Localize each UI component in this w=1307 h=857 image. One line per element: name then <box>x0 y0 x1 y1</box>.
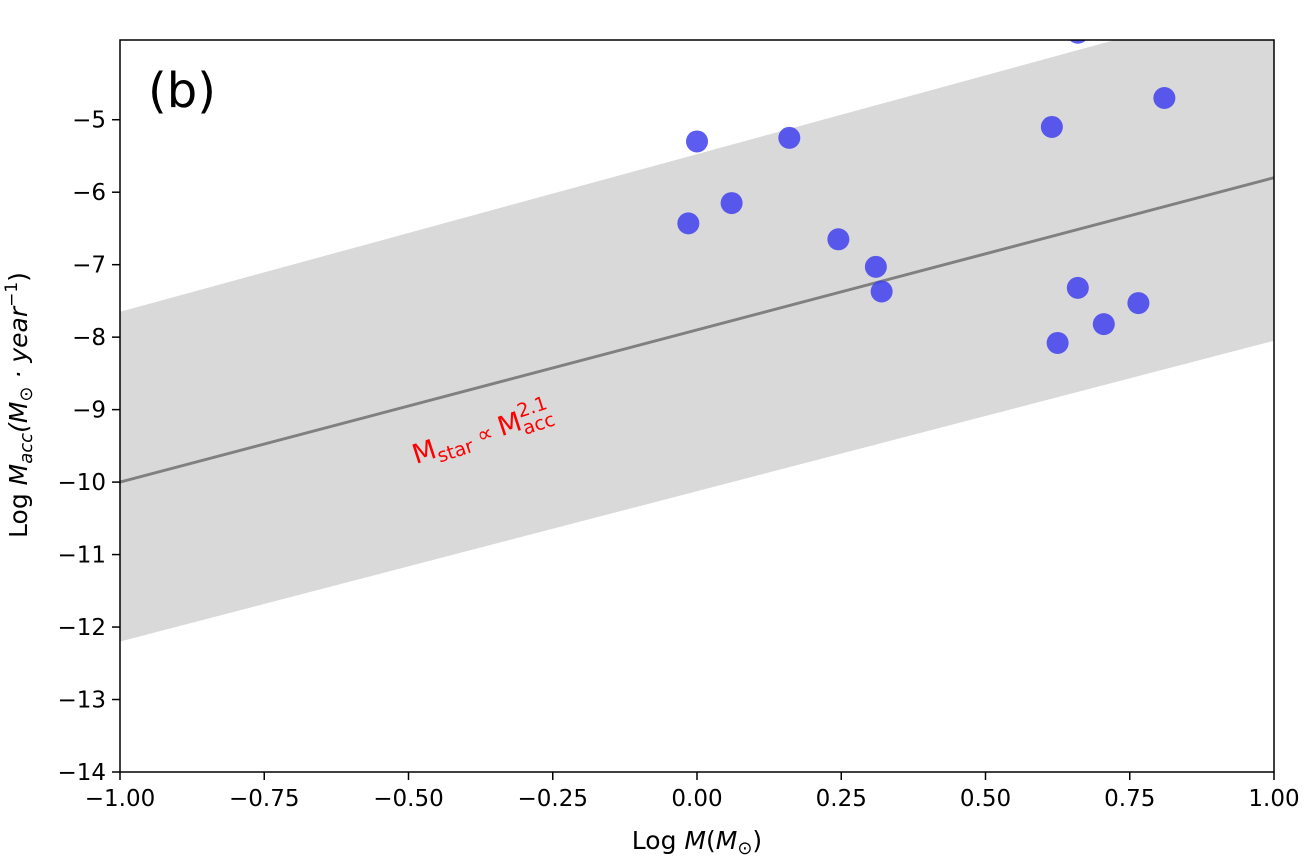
x-axis-label: Log M(M⊙) <box>632 826 762 857</box>
data-points <box>677 40 1176 354</box>
data-point <box>1046 331 1069 354</box>
y-tick-label: −11 <box>57 543 106 569</box>
y-tick-label: −10 <box>57 470 106 496</box>
data-point <box>864 255 887 278</box>
data-point <box>1066 276 1089 299</box>
y-tick-label: −14 <box>57 760 106 786</box>
x-axis-ticks: −1.00 −0.75 −0.50 −0.25 0.00 0.25 0.50 0.75 1.00 <box>85 772 1300 812</box>
data-point <box>1153 86 1176 109</box>
x-tick-label: −0.75 <box>229 786 299 812</box>
y-tick-label: −6 <box>72 180 106 206</box>
y-tick-label: −9 <box>72 398 106 424</box>
y-axis-label: Log Macc(M⊙ · year−1) <box>2 272 37 538</box>
data-point <box>778 126 801 149</box>
data-point <box>870 280 893 303</box>
fit-line <box>120 176 1274 484</box>
y-axis-ticks: −5 −6 −7 −8 −9 −10 −11 −12 −13 −14 <box>57 108 120 786</box>
uncertainty-band <box>120 40 1274 642</box>
data-point <box>1092 313 1115 336</box>
data-point <box>677 212 700 235</box>
data-point <box>1040 115 1063 138</box>
y-tick-label: −12 <box>57 615 106 641</box>
x-tick-label: 0.50 <box>960 786 1011 812</box>
x-tick-label: 1.00 <box>1248 786 1299 812</box>
data-point <box>827 228 850 251</box>
x-tick-label: 0.00 <box>671 786 722 812</box>
data-point <box>1069 40 1087 44</box>
y-tick-label: −7 <box>72 253 106 279</box>
x-tick-label: −1.00 <box>85 786 155 812</box>
y-tick-label: −8 <box>72 325 106 351</box>
data-point <box>720 192 743 215</box>
x-tick-label: 0.75 <box>1104 786 1155 812</box>
y-tick-label: −13 <box>57 688 106 714</box>
x-tick-label: −0.50 <box>373 786 443 812</box>
x-tick-label: 0.25 <box>816 786 867 812</box>
plot-area <box>120 40 1274 642</box>
y-tick-label: −5 <box>72 108 106 134</box>
panel-label: (b) <box>148 63 216 119</box>
x-tick-label: −0.25 <box>518 786 588 812</box>
data-point <box>1127 292 1150 315</box>
data-point <box>686 130 708 153</box>
